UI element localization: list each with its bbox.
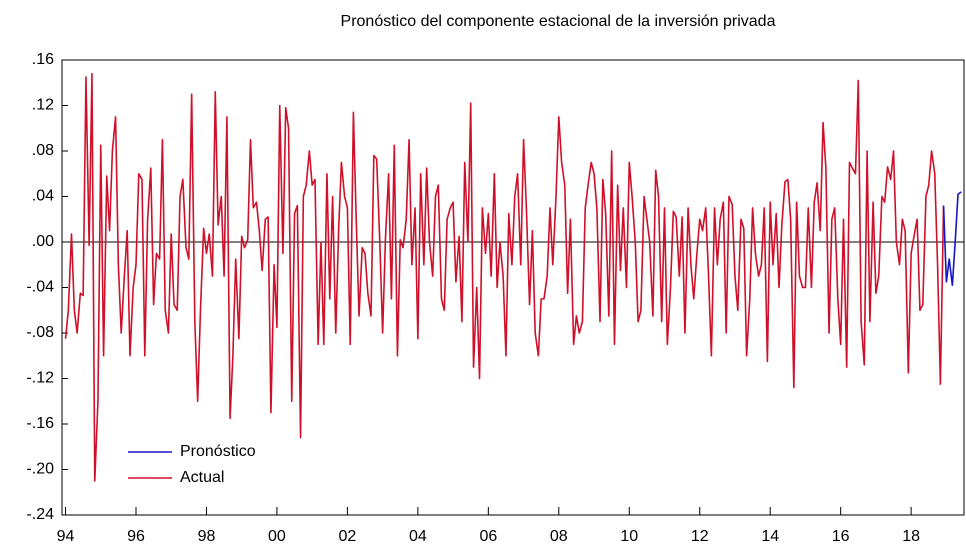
series-line — [64, 72, 945, 482]
y-tick-label: .16 — [32, 51, 54, 68]
y-tick-label: -.08 — [26, 324, 54, 341]
x-tick-label: 14 — [761, 528, 779, 545]
y-tick-label: -.12 — [26, 370, 54, 387]
y-tick-label: .12 — [32, 97, 54, 114]
x-tick-label: 06 — [479, 528, 497, 545]
x-tick-label: 94 — [57, 528, 75, 545]
x-tick-label: 98 — [198, 528, 216, 545]
y-tick-label: -.24 — [26, 506, 54, 523]
x-tick-label: 16 — [832, 528, 850, 545]
legend-label: Pronóstico — [180, 443, 256, 460]
series-line — [942, 191, 962, 287]
chart-title: Pronóstico del componente estacional de … — [341, 13, 776, 30]
y-tick-label: -.20 — [26, 461, 54, 478]
x-tick-label: 12 — [691, 528, 709, 545]
x-tick-label: 18 — [902, 528, 920, 545]
y-tick-label: .08 — [32, 142, 54, 159]
x-tick-label: 00 — [268, 528, 286, 545]
x-tick-label: 96 — [127, 528, 145, 545]
legend-label: Actual — [180, 469, 224, 486]
x-tick-label: 02 — [339, 528, 357, 545]
x-tick-label: 10 — [620, 528, 638, 545]
y-tick-label: -.04 — [26, 279, 54, 296]
x-tick-label: 04 — [409, 528, 427, 545]
x-tick-label: 08 — [550, 528, 568, 545]
y-tick-label: .04 — [32, 188, 54, 205]
y-tick-label: -.16 — [26, 415, 54, 432]
y-tick-label: .00 — [32, 233, 54, 250]
